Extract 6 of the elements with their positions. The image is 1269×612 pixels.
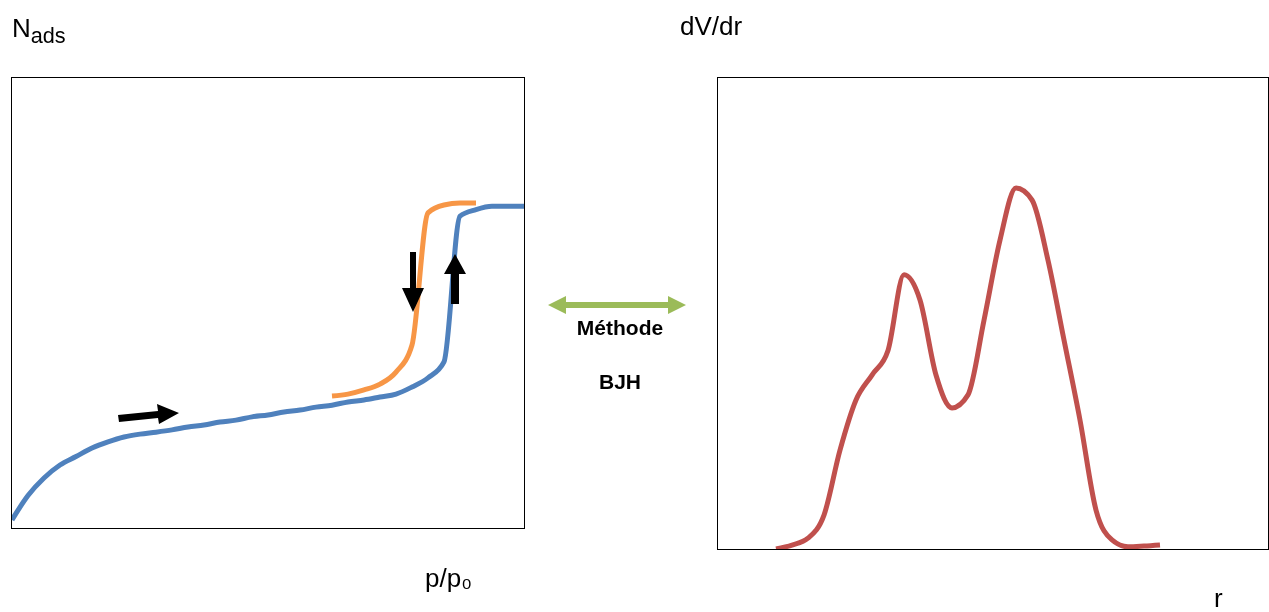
- text: BJH: [598, 370, 642, 394]
- x-axis-title: r: [1214, 582, 1223, 612]
- y-axis-title: dV/dr: [680, 10, 743, 42]
- x-axis-title: p/p₀: [425, 562, 472, 594]
- text: Méthode: [575, 316, 665, 340]
- y-axis-title: N$_{ads}$: [12, 12, 66, 51]
